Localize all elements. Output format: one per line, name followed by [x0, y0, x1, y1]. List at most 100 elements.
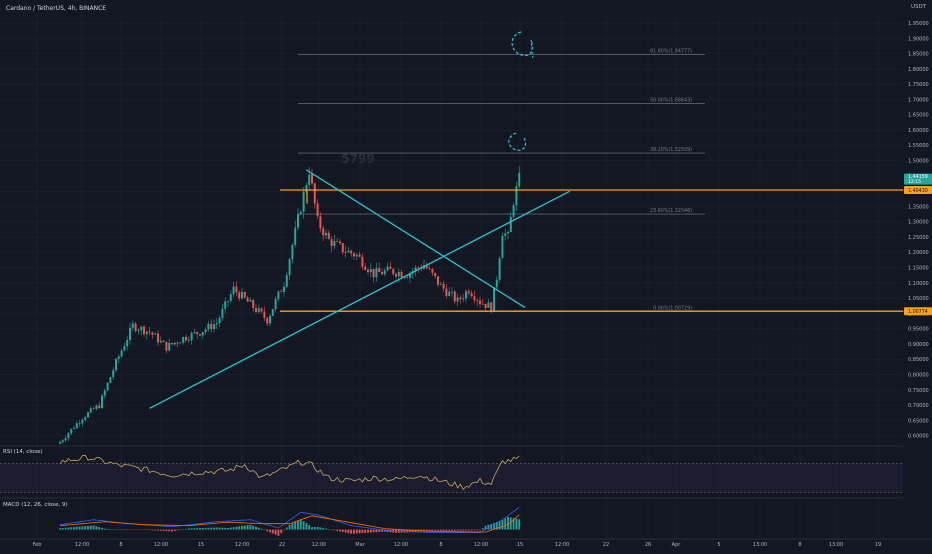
candle-body	[375, 268, 377, 277]
time-tick-label: 8	[798, 542, 801, 548]
candle-body	[465, 291, 467, 298]
candle-body	[333, 241, 335, 246]
candle-body	[275, 299, 277, 309]
candle-body	[233, 287, 235, 295]
candle-body	[451, 292, 453, 293]
time-tick-label: 12:00	[312, 542, 326, 548]
price-tick-label: 0.75000	[908, 388, 929, 394]
candle-body	[367, 270, 369, 272]
macd-histogram-bar	[241, 526, 243, 530]
macd-histogram-bar	[160, 530, 162, 531]
candle-body	[65, 438, 67, 440]
macd-histogram-bar	[98, 527, 100, 530]
candle-body	[387, 267, 389, 271]
time-tick-label: Mar	[355, 542, 365, 548]
candle-body	[81, 420, 83, 423]
candle-body	[221, 309, 223, 318]
candle-body	[269, 316, 271, 324]
candle-body	[370, 269, 372, 272]
macd-histogram-bar	[171, 530, 173, 532]
candle-body	[235, 287, 237, 293]
candle-body	[350, 251, 352, 254]
time-tick-label: 5	[717, 542, 720, 548]
macd-histogram-bar	[479, 530, 481, 531]
macd-histogram-bar	[194, 528, 196, 529]
candle-body	[356, 255, 358, 257]
candle-body	[311, 174, 313, 183]
price-tick-label: 1.60000	[908, 128, 929, 134]
candle-body	[373, 269, 375, 277]
macd-histogram-bar	[247, 525, 249, 529]
candle-body	[459, 297, 461, 299]
macd-histogram-bar	[210, 528, 212, 530]
candle-body	[59, 442, 61, 444]
candle-body	[443, 284, 445, 289]
candle-body	[434, 273, 436, 276]
candle-body	[381, 272, 383, 274]
candle-body	[468, 291, 470, 293]
macd-histogram-bar	[457, 530, 459, 531]
candle-body	[115, 359, 117, 370]
currency-label: USDT	[911, 4, 927, 10]
candle-body	[319, 216, 321, 228]
candle-body	[339, 242, 341, 244]
macd-histogram-bar	[345, 530, 347, 533]
candle-body	[118, 356, 120, 359]
candle-body	[401, 272, 403, 277]
fib-level-label: 61.80%(1.84777)	[650, 48, 692, 54]
macd-histogram-bar	[168, 530, 170, 532]
macd-histogram-bar	[65, 528, 67, 530]
candle-body	[395, 274, 397, 276]
candle-body	[126, 340, 128, 346]
macd-histogram-bar	[222, 528, 224, 530]
time-tick-label: 12:00	[75, 542, 89, 548]
macd-histogram-bar	[303, 521, 305, 529]
candle-body	[84, 417, 86, 419]
price-axis[interactable]: 1.950001.900001.850001.800001.750001.700…	[903, 0, 932, 550]
candle-body	[493, 287, 495, 312]
macd-histogram-bar	[314, 527, 316, 530]
candle-body	[328, 233, 330, 239]
macd-histogram-bar	[289, 525, 291, 530]
candle-body	[238, 292, 240, 298]
candle-body	[454, 292, 456, 302]
macd-histogram-bar	[306, 523, 308, 529]
candle-body	[518, 173, 520, 187]
level-price-label: 1.00774	[908, 309, 928, 315]
candle-body	[87, 412, 89, 417]
candle-body	[476, 300, 478, 301]
candle-body	[297, 214, 299, 228]
candle-body	[146, 331, 148, 334]
candle-body	[490, 302, 492, 312]
candle-body	[219, 318, 221, 323]
price-tick-label: 0.60000	[908, 434, 929, 440]
price-tick-label: 1.90000	[908, 36, 929, 42]
macd-histogram-bar	[191, 528, 193, 529]
candle-body	[151, 332, 153, 334]
price-tick-label: 1.10000	[908, 281, 929, 287]
candle-body	[515, 186, 517, 205]
candle-body	[76, 423, 78, 428]
macd-histogram-bar	[149, 530, 151, 531]
macd-histogram-bar	[230, 528, 232, 530]
candle-body	[230, 294, 232, 301]
candle-body	[448, 292, 450, 296]
macd-histogram-bar	[188, 528, 190, 529]
price-tick-label: 1.55000	[908, 143, 929, 149]
macd-histogram-bar	[255, 527, 257, 530]
macd-histogram-bar	[275, 530, 277, 535]
candle-body	[345, 252, 347, 253]
candle-body	[263, 312, 265, 318]
macd-histogram-bar	[499, 521, 501, 530]
candle-body	[163, 341, 165, 342]
fib-level-label: 38.20%(1.52509)	[650, 147, 692, 153]
macd-histogram-bar	[208, 528, 210, 530]
candle-body	[179, 343, 181, 344]
candle-body	[132, 324, 134, 328]
time-tick-label: 22	[603, 542, 609, 548]
candle-body	[202, 332, 204, 335]
candle-body	[62, 440, 64, 442]
candle-body	[123, 346, 125, 350]
candle-body	[252, 300, 254, 308]
